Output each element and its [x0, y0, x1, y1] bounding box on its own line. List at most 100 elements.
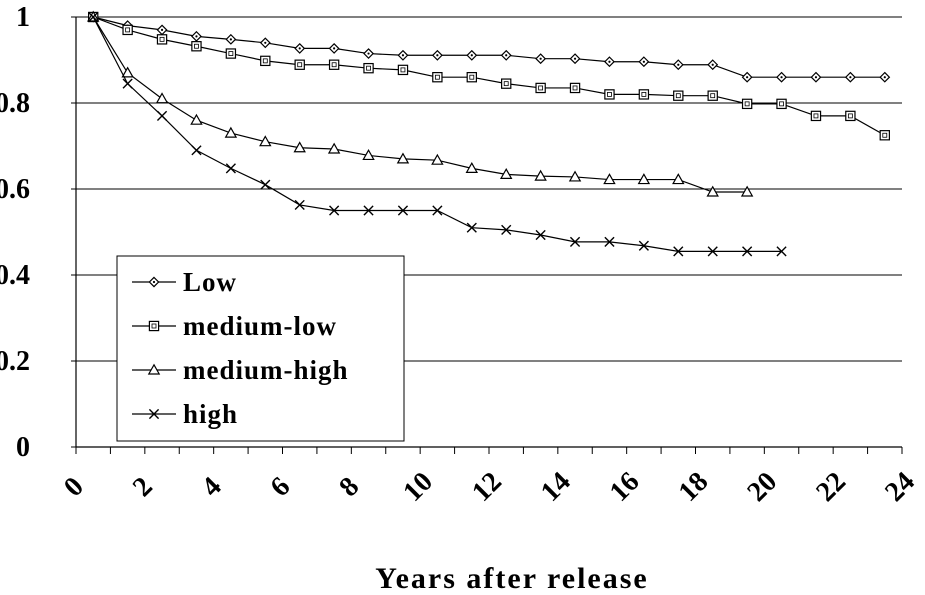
triangle-marker — [637, 173, 651, 185]
data-series — [86, 10, 891, 257]
triangle-marker — [327, 142, 341, 154]
data-point — [569, 236, 581, 247]
legend-entry-medium-high: medium-high — [132, 355, 348, 385]
marker-center-dot — [401, 54, 405, 57]
square-marker — [225, 48, 237, 59]
square-marker — [707, 90, 718, 101]
data-point — [535, 229, 546, 241]
y-tick-label-0.6: 0.6 — [0, 174, 30, 205]
data-point — [741, 98, 753, 110]
x-tick-label-16: 16 — [604, 466, 646, 508]
square-marker — [604, 89, 615, 100]
marker-center-dot — [677, 63, 680, 66]
x-tick-label-6: 6 — [265, 471, 297, 503]
triangle-marker — [534, 169, 547, 181]
marker-center-dot — [539, 57, 542, 60]
square-marker — [569, 82, 581, 94]
triangle-marker — [362, 149, 375, 161]
marker-center-dot — [367, 52, 370, 55]
triangle-marker — [259, 135, 272, 147]
data-point — [396, 152, 410, 164]
triangle-marker — [293, 141, 306, 153]
x-marker-stroke-b — [363, 205, 374, 216]
triangle-marker — [603, 173, 616, 185]
data-point — [776, 98, 787, 110]
x-marker-stroke-b — [638, 240, 649, 251]
x-marker-stroke-b — [191, 145, 202, 156]
marker-center-dot — [333, 47, 336, 50]
data-point — [122, 78, 133, 89]
data-point — [740, 185, 754, 197]
data-point — [776, 71, 787, 83]
data-point — [431, 153, 444, 165]
triangle-marker — [465, 161, 479, 173]
data-point — [329, 205, 340, 216]
legend-entry-high: high — [132, 399, 237, 429]
marker-center-dot — [573, 57, 577, 60]
axes — [71, 16, 903, 454]
data-point — [191, 41, 202, 52]
data-point — [122, 24, 133, 36]
x-tick-label-4: 4 — [196, 471, 228, 503]
x-marker-stroke-b — [260, 179, 271, 190]
marker-center-dot — [849, 76, 852, 79]
marker-inner-square — [331, 62, 337, 68]
marker-inner-square — [847, 113, 853, 119]
square-marker — [397, 64, 409, 76]
square-marker — [673, 90, 684, 101]
legend-label: medium-low — [183, 311, 337, 341]
data-point — [741, 71, 753, 83]
data-point — [604, 56, 615, 68]
marker-inner-square — [572, 85, 578, 91]
x-marker-stroke-b — [88, 11, 99, 23]
data-point — [190, 113, 203, 125]
square-marker — [432, 71, 443, 83]
marker-inner-square — [366, 65, 371, 71]
data-point — [535, 53, 547, 65]
data-point — [810, 71, 822, 83]
data-point — [672, 59, 684, 71]
triangle-marker — [706, 185, 719, 197]
data-point — [225, 48, 237, 59]
data-point — [707, 59, 719, 71]
data-point — [155, 92, 169, 104]
marker-center-dot — [780, 76, 783, 79]
legend-marker — [148, 408, 160, 420]
data-point — [191, 145, 202, 156]
data-point — [466, 49, 478, 61]
x-marker-stroke-b — [742, 246, 753, 257]
y-tick-label-0: 0 — [16, 432, 30, 463]
marker-inner-square — [400, 67, 406, 73]
data-point — [638, 89, 650, 100]
data-point — [294, 199, 305, 211]
triangle-marker — [568, 170, 582, 182]
data-point — [569, 53, 581, 65]
marker-inner-square — [469, 74, 475, 80]
x-tick-label-10: 10 — [397, 466, 439, 508]
triangle-marker — [396, 152, 410, 164]
series-medium-low — [88, 11, 890, 141]
data-point — [603, 173, 616, 185]
marker-center-dot — [505, 54, 508, 57]
legend-box — [116, 255, 405, 442]
x-marker-stroke-b — [294, 199, 305, 211]
data-point — [397, 64, 409, 76]
data-point — [637, 173, 651, 185]
data-point — [363, 62, 374, 74]
x-marker-stroke-b — [225, 163, 236, 174]
data-point — [879, 130, 890, 141]
marker-inner-square — [194, 43, 199, 49]
marker-center-dot — [195, 35, 198, 38]
x-marker-stroke-b — [535, 229, 546, 241]
data-point — [397, 49, 409, 61]
data-point — [465, 161, 479, 173]
marker-center-dot — [264, 41, 267, 44]
marker-inner-square — [882, 132, 888, 138]
x-tick-label-18: 18 — [673, 466, 715, 508]
y-tick-labels: 0 0.2 0.4 0.6 0.8 1 — [0, 2, 30, 463]
x-tick-label-20: 20 — [741, 466, 783, 508]
square-marker — [810, 110, 822, 122]
data-point — [501, 224, 512, 235]
x-marker-stroke-b — [329, 205, 340, 216]
